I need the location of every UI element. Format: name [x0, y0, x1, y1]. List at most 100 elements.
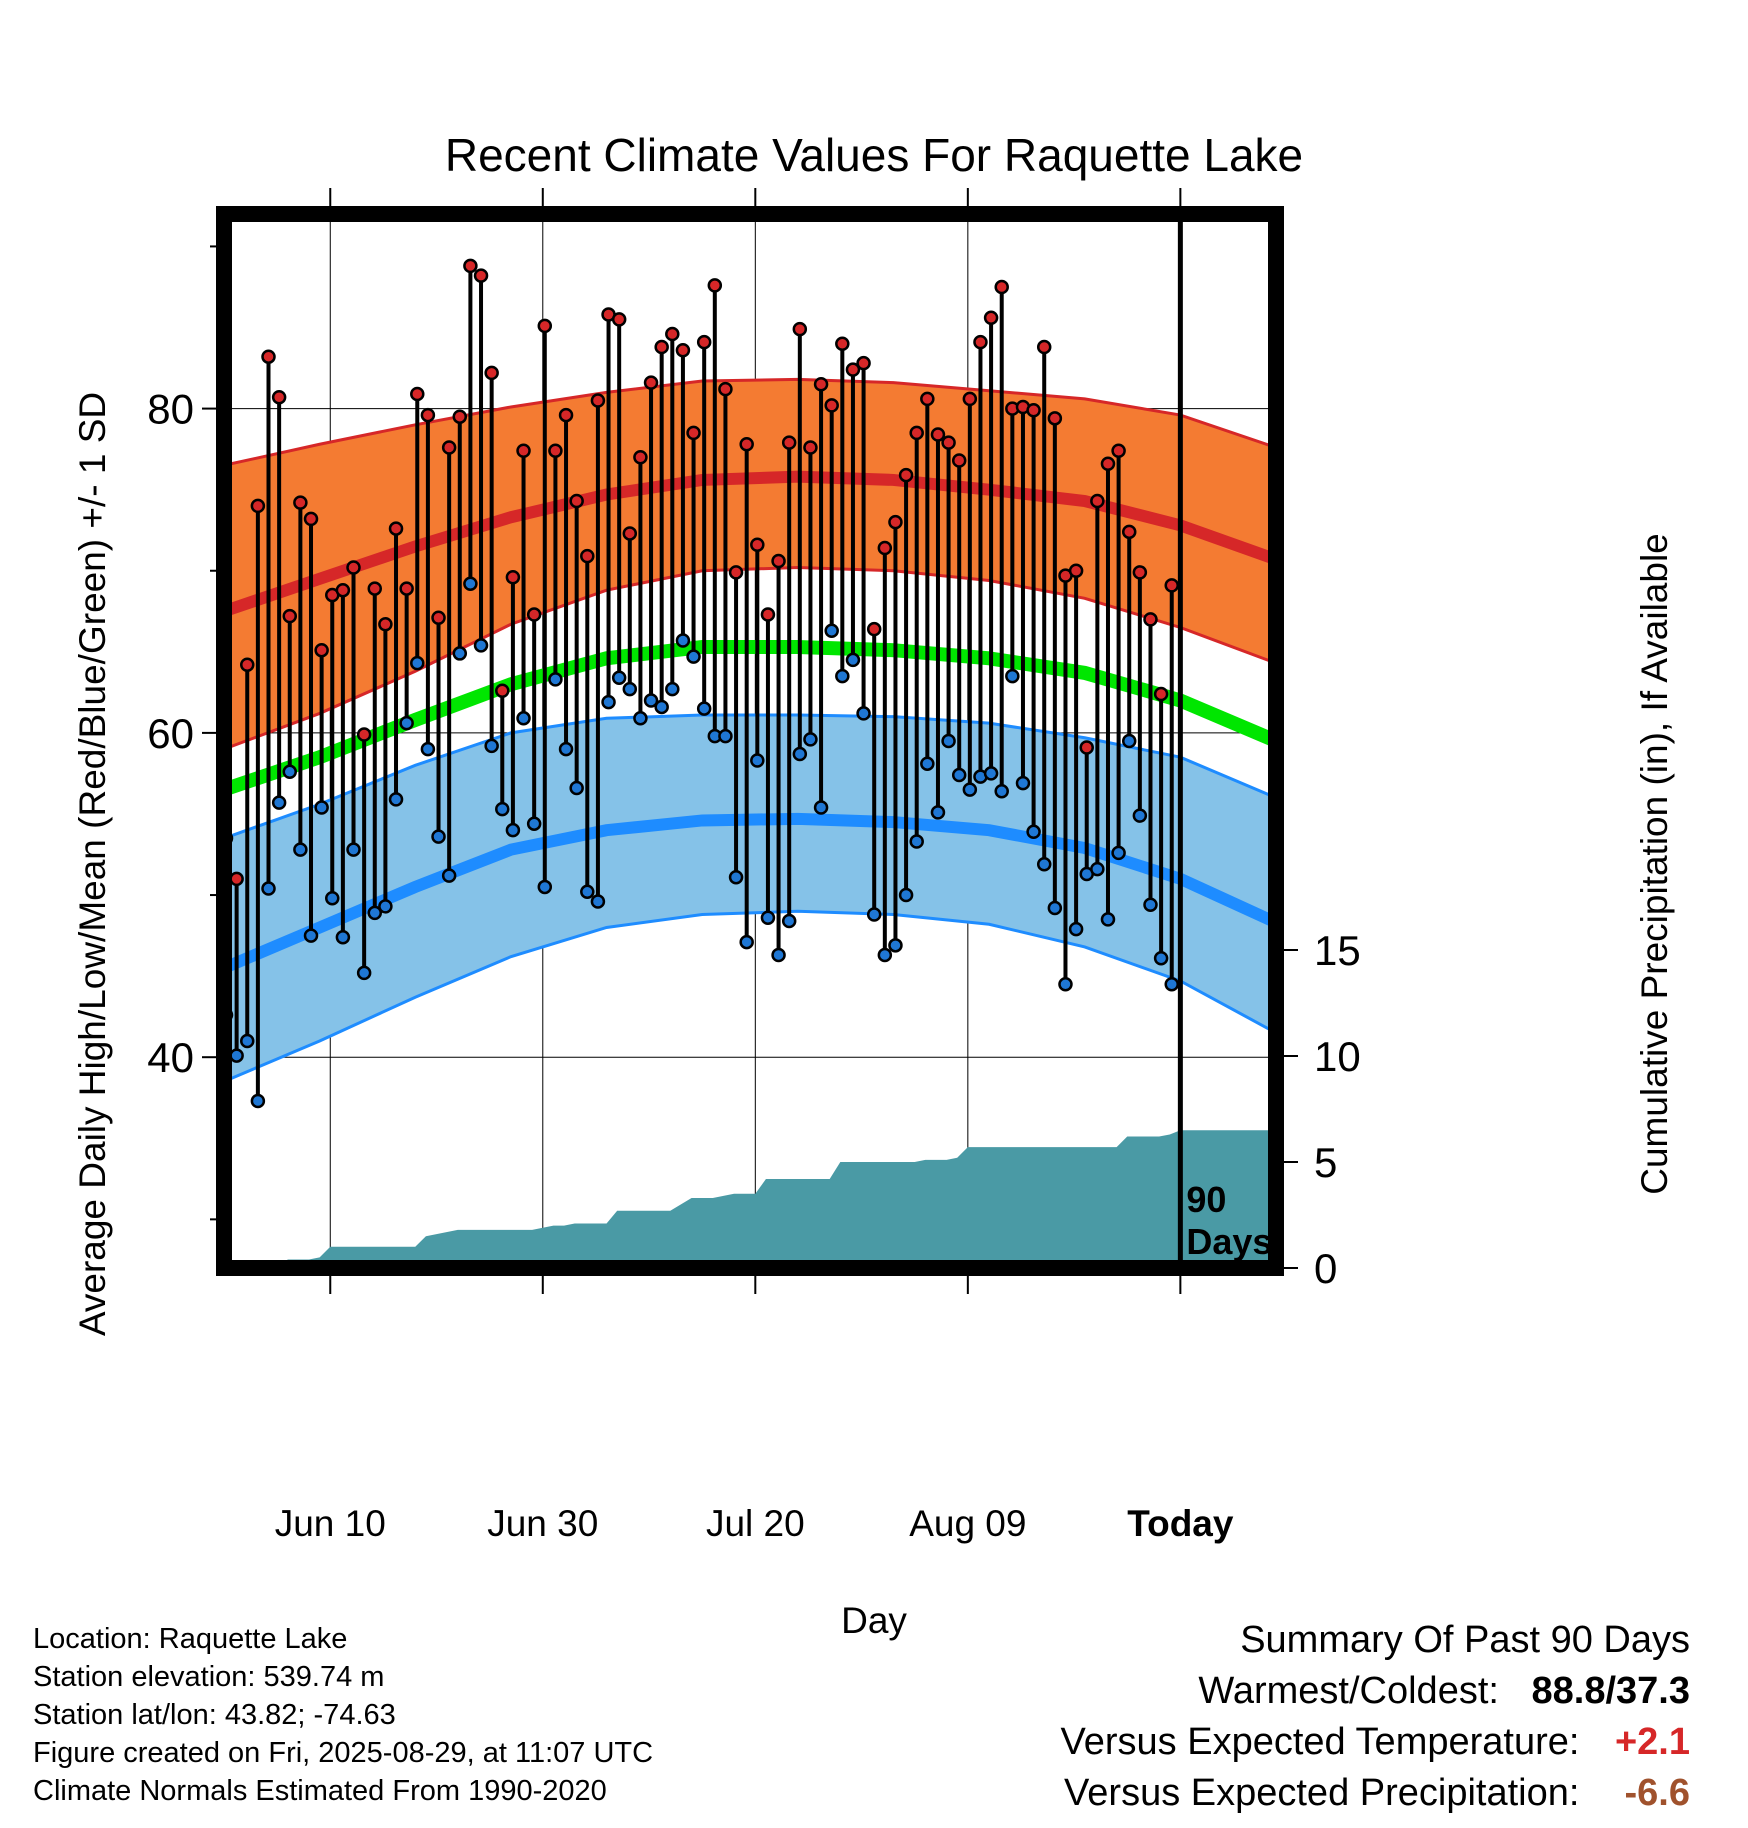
daily-high-point	[1047, 411, 1063, 426]
daily-low-point	[824, 623, 839, 638]
daily-high-point	[282, 608, 298, 624]
daily-high-point	[856, 355, 871, 371]
daily-low-point	[856, 706, 871, 721]
high-lower-edge	[224, 565, 1276, 751]
daily-high-point	[452, 409, 468, 424]
daily-low-point	[558, 741, 574, 757]
daily-low-point	[240, 1033, 255, 1049]
location-text: Location: Raquette Lake	[33, 1623, 348, 1655]
daily-high-point	[1121, 524, 1137, 540]
daily-low-point	[293, 842, 308, 857]
extremes-row: Warmest/Coldest: 88.8/37.3	[1061, 1666, 1690, 1717]
daily-high-point	[516, 443, 531, 458]
daily-low-point	[388, 792, 404, 807]
daily-high-point	[1153, 686, 1169, 702]
daily-low-point	[495, 801, 510, 817]
daily-high-point	[845, 362, 861, 377]
daily-low-point	[250, 1093, 266, 1109]
daily-low-point	[750, 753, 765, 768]
daily-low-point	[590, 894, 606, 909]
daily-high-point	[590, 393, 606, 408]
daily-high-point	[1079, 740, 1094, 755]
daily-low-point	[548, 672, 563, 687]
daily-high-point	[335, 582, 351, 598]
plot-area	[224, 214, 1276, 1268]
x-tick-label: Jun 30	[487, 1503, 598, 1544]
daily-low-point	[452, 646, 468, 661]
daily-high-point	[495, 683, 510, 698]
daily-high-point	[240, 657, 255, 673]
x-tick-label: Aug 09	[909, 1503, 1026, 1544]
today-marker-label-1: 90	[1186, 1179, 1226, 1220]
daily-low-point	[643, 693, 659, 708]
daily-high-point	[813, 377, 829, 392]
daily-high-point	[548, 443, 563, 458]
elevation-text: Station elevation: 539.74 m	[33, 1661, 385, 1693]
daily-low-point	[760, 910, 776, 925]
latlon-text: Station lat/lon: 43.82; -74.63	[33, 1699, 396, 1731]
daily-low-point	[1153, 951, 1169, 966]
x-tick-label: Jun 10	[275, 1503, 386, 1544]
daily-high-point	[643, 375, 659, 390]
x-tick-label: Today	[1127, 1503, 1234, 1544]
y-axis-right-label: Cumulative Precipitation (in), If Availa…	[1634, 533, 1675, 1195]
plot-frame	[216, 206, 1284, 1276]
daily-high-point	[728, 565, 744, 580]
daily-low-point	[325, 891, 340, 906]
daily-high-point	[473, 268, 489, 283]
daily-high-point	[962, 391, 978, 407]
daily-high-point	[484, 365, 499, 381]
created-text: Figure created on Fri, 2025-08-29, at 11…	[33, 1737, 654, 1769]
daily-low-point	[675, 633, 691, 648]
daily-high-point	[973, 334, 988, 350]
daily-high-point	[1164, 578, 1179, 593]
daily-high-point	[346, 560, 361, 575]
precip-area	[224, 1130, 1276, 1268]
temp-deviation-value: +2.1	[1614, 1721, 1690, 1763]
daily-low-point	[1058, 976, 1073, 992]
daily-high-point	[718, 381, 733, 397]
daily-low-point	[845, 652, 861, 668]
precip-deviation-value: -6.6	[1624, 1772, 1690, 1814]
daily-high-point	[271, 389, 287, 405]
today-marker-label-2: Days	[1186, 1221, 1272, 1262]
daily-low-point	[537, 879, 553, 895]
daily-low-point	[356, 965, 372, 981]
daily-low-point	[601, 694, 616, 710]
daily-low-point	[399, 715, 414, 731]
daily-low-point	[484, 738, 499, 754]
daily-high-point	[229, 871, 244, 887]
daily-low-point	[261, 881, 276, 896]
daily-low-point	[739, 934, 754, 950]
daily-high-point	[1068, 563, 1084, 578]
low-lower-edge	[224, 909, 1276, 1083]
daily-low-point	[580, 884, 595, 900]
daily-high-point	[696, 334, 712, 350]
daily-low-point	[282, 764, 298, 780]
daily-low-point	[335, 929, 351, 945]
right-tick-label: 5	[1314, 1139, 1337, 1186]
daily-high-point	[569, 493, 584, 509]
daily-low-point	[271, 795, 287, 810]
daily-high-point	[303, 511, 319, 527]
daily-high-point	[898, 467, 914, 483]
daily-low-point	[771, 947, 786, 963]
x-tick-label: Jul 20	[706, 1503, 805, 1544]
daily-high-point	[654, 339, 669, 355]
daily-high-point	[463, 258, 478, 274]
daily-low-point	[1005, 668, 1020, 684]
daily-high-point	[293, 495, 308, 510]
daily-low-point	[665, 681, 680, 697]
daily-high-point	[431, 610, 446, 626]
daily-low-point	[1047, 900, 1063, 916]
daily-high-point	[526, 607, 542, 622]
daily-low-point	[1026, 824, 1041, 840]
normals-text: Climate Normals Estimated From 1990-2020	[33, 1775, 607, 1807]
daily-high-point	[378, 616, 393, 632]
daily-high-point	[877, 540, 893, 556]
daily-low-point	[431, 829, 446, 844]
daily-high-point	[760, 607, 776, 622]
daily-low-point	[1100, 912, 1116, 927]
daily-high-point	[792, 321, 808, 337]
daily-low-point	[303, 928, 319, 943]
